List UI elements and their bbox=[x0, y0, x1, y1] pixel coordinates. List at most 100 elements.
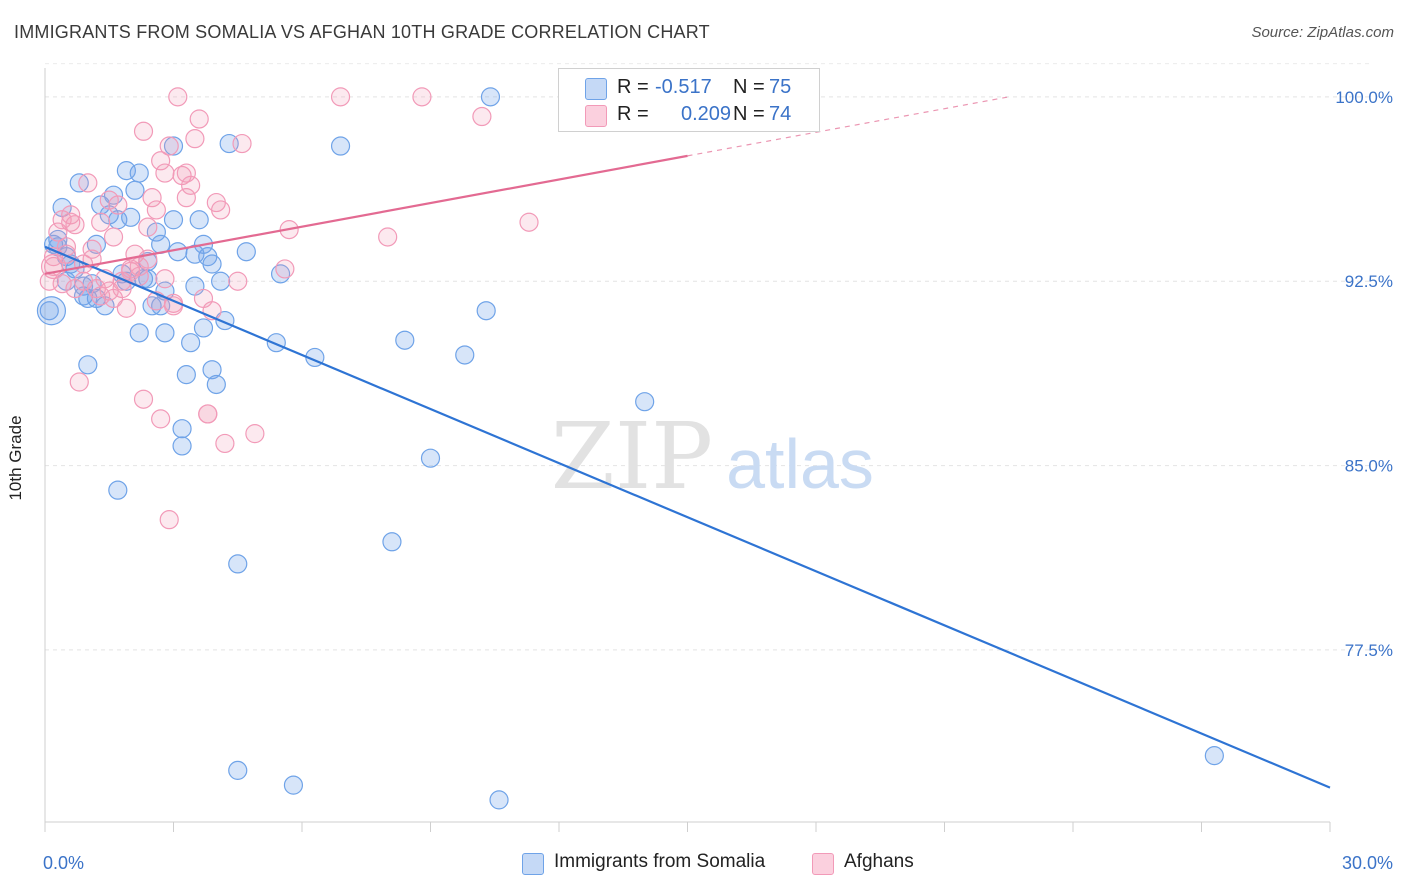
point-afghans bbox=[133, 121, 154, 141]
point-afghans bbox=[155, 269, 175, 289]
point-afghans bbox=[108, 195, 128, 215]
point-somalia bbox=[420, 448, 441, 468]
point-somalia bbox=[176, 365, 196, 385]
point-afghans bbox=[103, 227, 124, 247]
point-afghans bbox=[176, 163, 196, 183]
point-afghans bbox=[181, 175, 201, 195]
point-afghans bbox=[330, 87, 351, 107]
x-tick-label: 0.0% bbox=[43, 853, 84, 873]
point-somalia bbox=[155, 323, 175, 343]
point-somalia bbox=[1204, 746, 1224, 766]
trend-line-afghans bbox=[44, 154, 688, 275]
y-tick-label: 92.5% bbox=[1345, 272, 1393, 291]
point-afghans bbox=[159, 510, 179, 530]
legend-r-value-somalia: -0.517 bbox=[655, 76, 712, 98]
legend-n-value-somalia: 75 bbox=[769, 76, 792, 98]
legend-swatch-afghans bbox=[585, 105, 607, 127]
point-somalia bbox=[206, 374, 226, 395]
point-afghans bbox=[142, 188, 162, 208]
point-somalia bbox=[635, 392, 655, 412]
point-afghans bbox=[472, 106, 492, 127]
point-somalia bbox=[480, 87, 501, 107]
point-somalia bbox=[181, 333, 201, 353]
point-afghans bbox=[168, 87, 188, 107]
point-somalia bbox=[121, 207, 141, 227]
trend-line-somalia bbox=[44, 245, 1331, 789]
point-afghans bbox=[159, 136, 179, 156]
point-somalia bbox=[193, 318, 214, 338]
point-somalia bbox=[228, 554, 248, 574]
point-afghans-cluster bbox=[40, 253, 67, 280]
point-somalia bbox=[489, 790, 509, 810]
point-somalia bbox=[189, 210, 209, 230]
point-afghans bbox=[48, 222, 68, 242]
point-afghans bbox=[65, 215, 85, 235]
point-afghans bbox=[129, 266, 149, 286]
axes bbox=[44, 68, 1331, 832]
point-afghans bbox=[211, 200, 231, 220]
y-axis-label: 10th Grade bbox=[6, 415, 25, 501]
x-tick-label: 30.0% bbox=[1342, 853, 1393, 873]
point-afghans bbox=[146, 200, 166, 220]
point-afghans bbox=[73, 271, 94, 291]
point-afghans bbox=[61, 205, 81, 225]
chart-title: IMMIGRANTS FROM SOMALIA VS AFGHAN 10TH G… bbox=[14, 22, 710, 42]
point-afghans bbox=[103, 288, 124, 309]
watermark: ZIP atlas bbox=[551, 403, 874, 510]
legend-r-value-afghans: 0.209 bbox=[681, 103, 732, 125]
legend-n-label: N = bbox=[733, 103, 765, 125]
watermark-atlas: atlas bbox=[726, 425, 874, 503]
point-somalia bbox=[78, 355, 98, 375]
point-afghans bbox=[185, 129, 205, 149]
legend-r-label: R = bbox=[617, 103, 649, 125]
point-afghans bbox=[198, 404, 218, 424]
point-somalia bbox=[395, 330, 415, 350]
point-afghans bbox=[378, 227, 398, 247]
point-afghans bbox=[189, 109, 209, 129]
y-tick-label: 100.0% bbox=[1335, 88, 1393, 107]
stats-legend: R = -0.517 N = 75 R = 0.209 N = 74 bbox=[558, 68, 820, 132]
point-somalia bbox=[39, 301, 59, 321]
point-somalia bbox=[476, 301, 496, 321]
watermark-zip: ZIP bbox=[551, 403, 713, 510]
point-somalia bbox=[202, 360, 222, 380]
point-afghans bbox=[155, 163, 175, 183]
point-somalia bbox=[172, 419, 192, 439]
point-somalia bbox=[211, 271, 231, 291]
y-tick-label: 77.5% bbox=[1345, 641, 1393, 660]
point-somalia bbox=[163, 136, 184, 156]
point-afghans bbox=[215, 433, 235, 454]
chart-source: Source: ZipAtlas.com bbox=[1251, 24, 1394, 41]
point-afghans bbox=[133, 389, 154, 409]
point-somalia bbox=[129, 323, 149, 343]
point-somalia bbox=[228, 760, 248, 780]
point-afghans bbox=[245, 424, 265, 444]
legend-n-value-afghans: 74 bbox=[769, 103, 792, 125]
bottom-legend-label-afghans: Afghans bbox=[844, 851, 914, 872]
point-somalia bbox=[330, 136, 351, 156]
point-somalia bbox=[283, 775, 304, 795]
point-somalia bbox=[455, 345, 475, 365]
point-afghans bbox=[91, 212, 111, 232]
point-afghans bbox=[412, 87, 432, 107]
legend-n-label: N = bbox=[733, 76, 765, 98]
bottom-legend-swatch-afghans bbox=[812, 853, 834, 875]
trend-line-afghans-projection bbox=[687, 96, 1009, 157]
point-somalia bbox=[172, 436, 192, 456]
point-afghans bbox=[116, 298, 136, 318]
point-somalia bbox=[129, 163, 149, 183]
point-afghans bbox=[228, 271, 248, 291]
point-afghans bbox=[519, 212, 539, 232]
point-somalia bbox=[125, 180, 145, 200]
point-somalia bbox=[185, 244, 205, 264]
point-afghans bbox=[151, 409, 171, 429]
point-somalia bbox=[236, 242, 256, 262]
point-afghans bbox=[69, 372, 89, 392]
legend-r-label: R = bbox=[617, 76, 649, 98]
point-somalia bbox=[202, 254, 222, 274]
point-somalia bbox=[108, 480, 128, 500]
point-afghans bbox=[275, 259, 295, 279]
point-afghans bbox=[232, 133, 252, 154]
grid-lines bbox=[45, 63, 1370, 651]
